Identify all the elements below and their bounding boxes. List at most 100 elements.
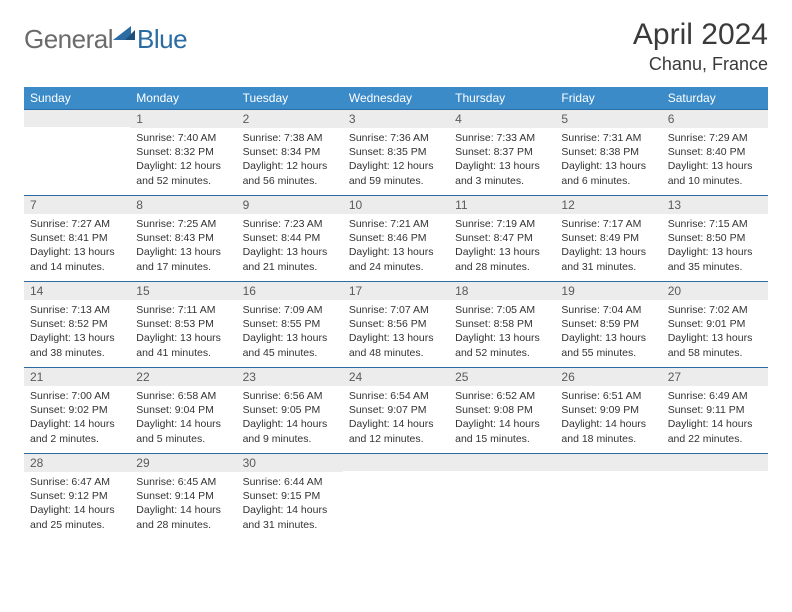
sunset-text: Sunset: 9:11 PM: [668, 403, 762, 417]
calendar-day-cell: 27Sunrise: 6:49 AMSunset: 9:11 PMDayligh…: [662, 367, 768, 453]
day-number: 17: [343, 281, 449, 300]
weekday-header: Wednesday: [343, 87, 449, 109]
sunset-text: Sunset: 8:32 PM: [136, 145, 230, 159]
daylight-text: Daylight: 13 hours and 28 minutes.: [455, 245, 549, 273]
sunrise-text: Sunrise: 7:40 AM: [136, 131, 230, 145]
daylight-text: Daylight: 13 hours and 41 minutes.: [136, 331, 230, 359]
day-info: Sunrise: 7:15 AMSunset: 8:50 PMDaylight:…: [662, 214, 768, 278]
day-number: [662, 453, 768, 471]
daylight-text: Daylight: 13 hours and 35 minutes.: [668, 245, 762, 273]
daylight-text: Daylight: 13 hours and 17 minutes.: [136, 245, 230, 273]
sunrise-text: Sunrise: 7:09 AM: [243, 303, 337, 317]
day-number: 7: [24, 195, 130, 214]
calendar-day-cell: 14Sunrise: 7:13 AMSunset: 8:52 PMDayligh…: [24, 281, 130, 367]
sunset-text: Sunset: 8:59 PM: [561, 317, 655, 331]
calendar-day-cell: [555, 453, 661, 539]
sunset-text: Sunset: 9:01 PM: [668, 317, 762, 331]
page-header: General Blue April 2024 Chanu, France: [24, 18, 768, 75]
calendar-table: Sunday Monday Tuesday Wednesday Thursday…: [24, 87, 768, 539]
calendar-day-cell: 15Sunrise: 7:11 AMSunset: 8:53 PMDayligh…: [130, 281, 236, 367]
day-number: 6: [662, 109, 768, 128]
day-number: 23: [237, 367, 343, 386]
calendar-day-cell: 12Sunrise: 7:17 AMSunset: 8:49 PMDayligh…: [555, 195, 661, 281]
calendar-day-cell: [343, 453, 449, 539]
title-block: April 2024 Chanu, France: [633, 18, 768, 75]
weekday-header: Sunday: [24, 87, 130, 109]
calendar-day-cell: [24, 109, 130, 195]
daylight-text: Daylight: 13 hours and 55 minutes.: [561, 331, 655, 359]
calendar-day-cell: 28Sunrise: 6:47 AMSunset: 9:12 PMDayligh…: [24, 453, 130, 539]
calendar-day-cell: 6Sunrise: 7:29 AMSunset: 8:40 PMDaylight…: [662, 109, 768, 195]
day-number: 16: [237, 281, 343, 300]
day-number: 8: [130, 195, 236, 214]
day-number: 5: [555, 109, 661, 128]
day-number: 20: [662, 281, 768, 300]
calendar-day-cell: 16Sunrise: 7:09 AMSunset: 8:55 PMDayligh…: [237, 281, 343, 367]
day-info: Sunrise: 7:17 AMSunset: 8:49 PMDaylight:…: [555, 214, 661, 278]
day-number: 10: [343, 195, 449, 214]
day-number: 14: [24, 281, 130, 300]
sunset-text: Sunset: 9:09 PM: [561, 403, 655, 417]
day-info: Sunrise: 6:51 AMSunset: 9:09 PMDaylight:…: [555, 386, 661, 450]
calendar-day-cell: 2Sunrise: 7:38 AMSunset: 8:34 PMDaylight…: [237, 109, 343, 195]
sunset-text: Sunset: 8:49 PM: [561, 231, 655, 245]
calendar-day-cell: 3Sunrise: 7:36 AMSunset: 8:35 PMDaylight…: [343, 109, 449, 195]
day-info: Sunrise: 7:29 AMSunset: 8:40 PMDaylight:…: [662, 128, 768, 192]
calendar-day-cell: 26Sunrise: 6:51 AMSunset: 9:09 PMDayligh…: [555, 367, 661, 453]
day-number: 15: [130, 281, 236, 300]
day-info: Sunrise: 7:11 AMSunset: 8:53 PMDaylight:…: [130, 300, 236, 364]
daylight-text: Daylight: 13 hours and 31 minutes.: [561, 245, 655, 273]
location-text: Chanu, France: [633, 54, 768, 75]
calendar-day-cell: 7Sunrise: 7:27 AMSunset: 8:41 PMDaylight…: [24, 195, 130, 281]
day-info: Sunrise: 6:54 AMSunset: 9:07 PMDaylight:…: [343, 386, 449, 450]
sunset-text: Sunset: 8:44 PM: [243, 231, 337, 245]
sunset-text: Sunset: 8:58 PM: [455, 317, 549, 331]
calendar-day-cell: 1 Sunrise: 7:40 AMSunset: 8:32 PMDaylight…: [130, 109, 236, 195]
sunset-text: Sunset: 8:46 PM: [349, 231, 443, 245]
day-number: 24: [343, 367, 449, 386]
calendar-week-row: 7Sunrise: 7:27 AMSunset: 8:41 PMDaylight…: [24, 195, 768, 281]
sunset-text: Sunset: 8:38 PM: [561, 145, 655, 159]
sunrise-text: Sunrise: 7:23 AM: [243, 217, 337, 231]
calendar-day-cell: 22Sunrise: 6:58 AMSunset: 9:04 PMDayligh…: [130, 367, 236, 453]
day-info: Sunrise: 7:38 AMSunset: 8:34 PMDaylight:…: [237, 128, 343, 192]
day-info: Sunrise: 7:27 AMSunset: 8:41 PMDaylight:…: [24, 214, 130, 278]
day-info: Sunrise: 7:31 AMSunset: 8:38 PMDaylight:…: [555, 128, 661, 192]
day-info: Sunrise: 7:19 AMSunset: 8:47 PMDaylight:…: [449, 214, 555, 278]
day-number: 1: [130, 109, 236, 128]
calendar-day-cell: 25Sunrise: 6:52 AMSunset: 9:08 PMDayligh…: [449, 367, 555, 453]
sunset-text: Sunset: 8:56 PM: [349, 317, 443, 331]
sunrise-text: Sunrise: 7:13 AM: [30, 303, 124, 317]
sunset-text: Sunset: 8:41 PM: [30, 231, 124, 245]
day-number: 4: [449, 109, 555, 128]
day-info: Sunrise: 6:45 AMSunset: 9:14 PMDaylight:…: [130, 472, 236, 536]
brand-logo: General Blue: [24, 24, 187, 55]
sunrise-text: Sunrise: 7:38 AM: [243, 131, 337, 145]
day-number: 25: [449, 367, 555, 386]
sunset-text: Sunset: 8:34 PM: [243, 145, 337, 159]
day-number: 2: [237, 109, 343, 128]
sunrise-text: Sunrise: 6:49 AM: [668, 389, 762, 403]
daylight-text: Daylight: 14 hours and 9 minutes.: [243, 417, 337, 445]
sunset-text: Sunset: 9:05 PM: [243, 403, 337, 417]
sunset-text: Sunset: 8:37 PM: [455, 145, 549, 159]
day-number: 30: [237, 453, 343, 472]
sunrise-text: Sunrise: 7:36 AM: [349, 131, 443, 145]
sunrise-text: Sunrise: 7:31 AM: [561, 131, 655, 145]
daylight-text: Daylight: 13 hours and 3 minutes.: [455, 159, 549, 187]
day-number: 12: [555, 195, 661, 214]
sunset-text: Sunset: 8:47 PM: [455, 231, 549, 245]
day-info: Sunrise: 7:09 AMSunset: 8:55 PMDaylight:…: [237, 300, 343, 364]
day-number: 11: [449, 195, 555, 214]
daylight-text: Daylight: 14 hours and 5 minutes.: [136, 417, 230, 445]
sunrise-text: Sunrise: 7:29 AM: [668, 131, 762, 145]
sunset-text: Sunset: 9:14 PM: [136, 489, 230, 503]
sunset-text: Sunset: 9:07 PM: [349, 403, 443, 417]
sunrise-text: Sunrise: 7:25 AM: [136, 217, 230, 231]
sunrise-text: Sunrise: 6:54 AM: [349, 389, 443, 403]
day-info: Sunrise: 6:44 AMSunset: 9:15 PMDaylight:…: [237, 472, 343, 536]
daylight-text: Daylight: 12 hours and 52 minutes.: [136, 159, 230, 187]
calendar-day-cell: 5Sunrise: 7:31 AMSunset: 8:38 PMDaylight…: [555, 109, 661, 195]
sunrise-text: Sunrise: 7:21 AM: [349, 217, 443, 231]
day-number: [24, 109, 130, 127]
